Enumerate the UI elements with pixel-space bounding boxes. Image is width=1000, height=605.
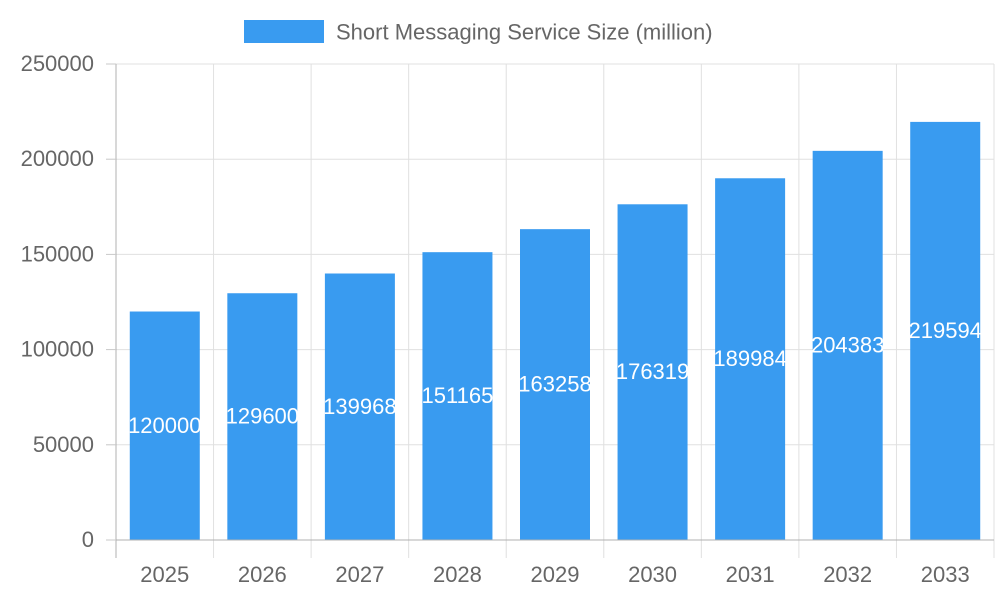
bars: 120000 129600 139968 151165 163258 176319 1899… — [128, 121, 982, 541]
x-tick-label: 2029 — [531, 562, 580, 587]
data-label: 151165 — [422, 383, 494, 408]
x-tick-label: 2030 — [628, 562, 677, 587]
data-label: 120000 — [128, 413, 201, 438]
y-tick-label: 250000 — [21, 51, 94, 76]
x-tick-label: 2032 — [823, 562, 872, 587]
bar — [520, 229, 590, 540]
x-tick-label: 2028 — [433, 562, 482, 587]
x-tick-label: 2025 — [140, 562, 189, 587]
bar — [422, 252, 493, 541]
bar — [324, 273, 395, 540]
bar — [129, 311, 200, 540]
data-label: 129600 — [226, 404, 299, 429]
y-tick-label: 200000 — [21, 146, 94, 171]
y-tick-label: 150000 — [21, 241, 94, 266]
legend[interactable]: Short Messaging Service Size (million) — [244, 20, 713, 45]
data-label: 189984 — [713, 346, 786, 371]
data-label: 163258 — [518, 372, 591, 397]
legend-swatch — [244, 20, 324, 43]
x-tick-label: 2026 — [238, 562, 287, 587]
data-label: 219594 — [909, 318, 982, 343]
axes: 0 50000 100000 150000 200000 250000 2025 2026 20… — [21, 51, 994, 587]
bar — [910, 121, 981, 541]
data-label: 176319 — [616, 359, 689, 384]
x-tick-label: 2027 — [335, 562, 384, 587]
data-label: 139968 — [323, 394, 396, 419]
bar — [227, 293, 298, 540]
y-tick-label: 100000 — [21, 337, 94, 362]
x-tick-label: 2033 — [921, 562, 970, 587]
bar — [812, 150, 883, 540]
bar — [715, 178, 786, 541]
legend-label: Short Messaging Service Size (million) — [336, 20, 713, 45]
bar — [617, 204, 688, 540]
data-label: 204383 — [811, 332, 884, 357]
y-tick-label: 0 — [82, 527, 94, 552]
x-tick-label: 2031 — [726, 562, 775, 587]
grid — [115, 63, 995, 558]
y-tick-label: 50000 — [33, 432, 94, 457]
